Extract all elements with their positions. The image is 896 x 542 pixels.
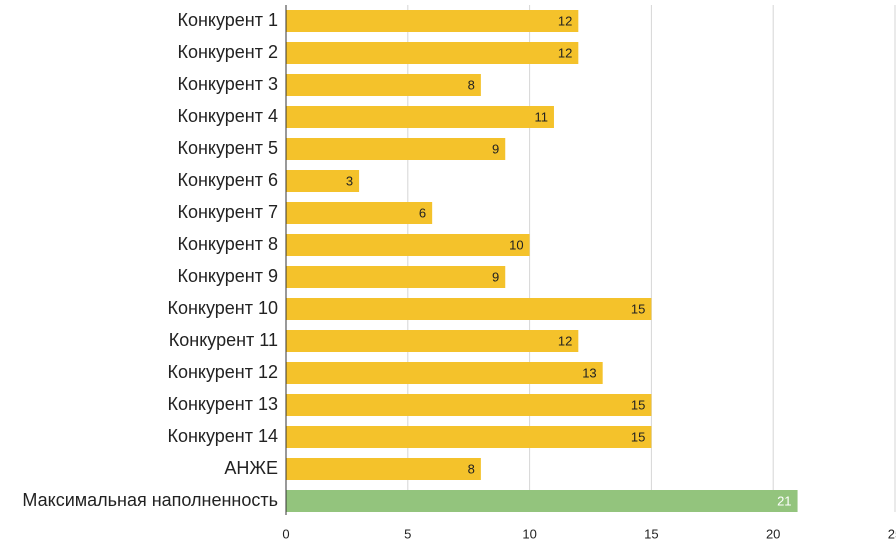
category-label: Конкурент 6 [177, 170, 278, 190]
value-label: 8 [468, 77, 475, 92]
x-tick-label: 10 [522, 526, 536, 541]
category-label: Конкурент 14 [167, 426, 278, 446]
x-tick-label: 25 [888, 526, 896, 541]
bar [286, 74, 481, 96]
value-label: 12 [558, 333, 572, 348]
category-label: Конкурент 10 [167, 298, 278, 318]
category-label: Конкурент 1 [177, 10, 278, 30]
bar [286, 202, 433, 224]
bar [286, 170, 360, 192]
category-label: Конкурент 9 [177, 266, 278, 286]
value-label: 13 [582, 365, 596, 380]
bar [286, 10, 579, 32]
category-label: Конкурент 2 [177, 42, 278, 62]
category-label: Максимальная наполненность [22, 490, 278, 510]
bar [286, 426, 652, 448]
category-label: Конкурент 4 [177, 106, 278, 126]
value-label: 12 [558, 13, 572, 28]
category-label: АНЖЕ [224, 458, 278, 478]
x-tick-label: 0 [282, 526, 289, 541]
x-tick-label: 5 [404, 526, 411, 541]
value-label: 12 [558, 45, 572, 60]
x-tick-label: 20 [766, 526, 780, 541]
bar [286, 458, 481, 480]
category-label: Конкурент 12 [167, 362, 278, 382]
category-label: Конкурент 13 [167, 394, 278, 414]
category-label: Конкурент 8 [177, 234, 278, 254]
category-label: Конкурент 3 [177, 74, 278, 94]
value-label: 10 [509, 237, 523, 252]
bar [286, 298, 652, 320]
category-label: Конкурент 7 [177, 202, 278, 222]
x-tick-label: 15 [644, 526, 658, 541]
value-label: 6 [419, 205, 426, 220]
bar [286, 234, 530, 256]
category-label: Конкурент 5 [177, 138, 278, 158]
bar [286, 42, 579, 64]
bar [286, 138, 506, 160]
value-label: 15 [631, 429, 645, 444]
value-label: 9 [492, 141, 499, 156]
bar [286, 362, 603, 384]
value-label: 11 [534, 109, 548, 124]
value-label: 9 [492, 269, 499, 284]
bar [286, 394, 652, 416]
value-label: 21 [777, 493, 791, 508]
bar [286, 490, 798, 512]
value-label: 15 [631, 397, 645, 412]
value-label: 8 [468, 461, 475, 476]
bar [286, 266, 506, 288]
category-label: Конкурент 11 [169, 330, 278, 350]
value-label: 15 [631, 301, 645, 316]
bar [286, 330, 579, 352]
bar [286, 106, 554, 128]
value-label: 3 [346, 173, 353, 188]
